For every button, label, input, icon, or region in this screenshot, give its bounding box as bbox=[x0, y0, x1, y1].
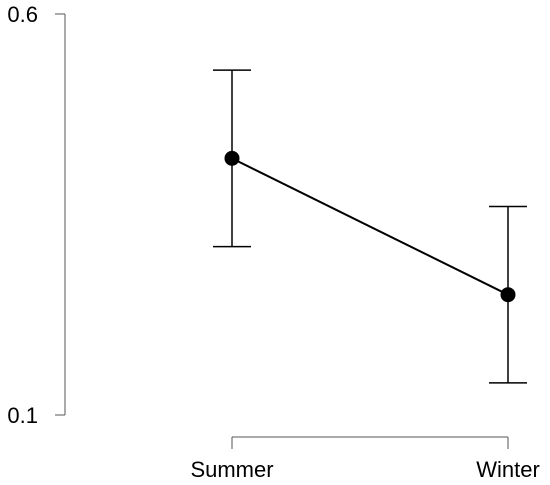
point bbox=[224, 150, 240, 166]
x-tick-label: Summer bbox=[190, 457, 273, 482]
point bbox=[500, 287, 516, 303]
y-tick-label: 0.6 bbox=[7, 2, 38, 27]
line bbox=[231, 157, 509, 296]
x-tick-label: Winter bbox=[476, 457, 540, 482]
y-tick-label: 0.1 bbox=[7, 403, 38, 428]
